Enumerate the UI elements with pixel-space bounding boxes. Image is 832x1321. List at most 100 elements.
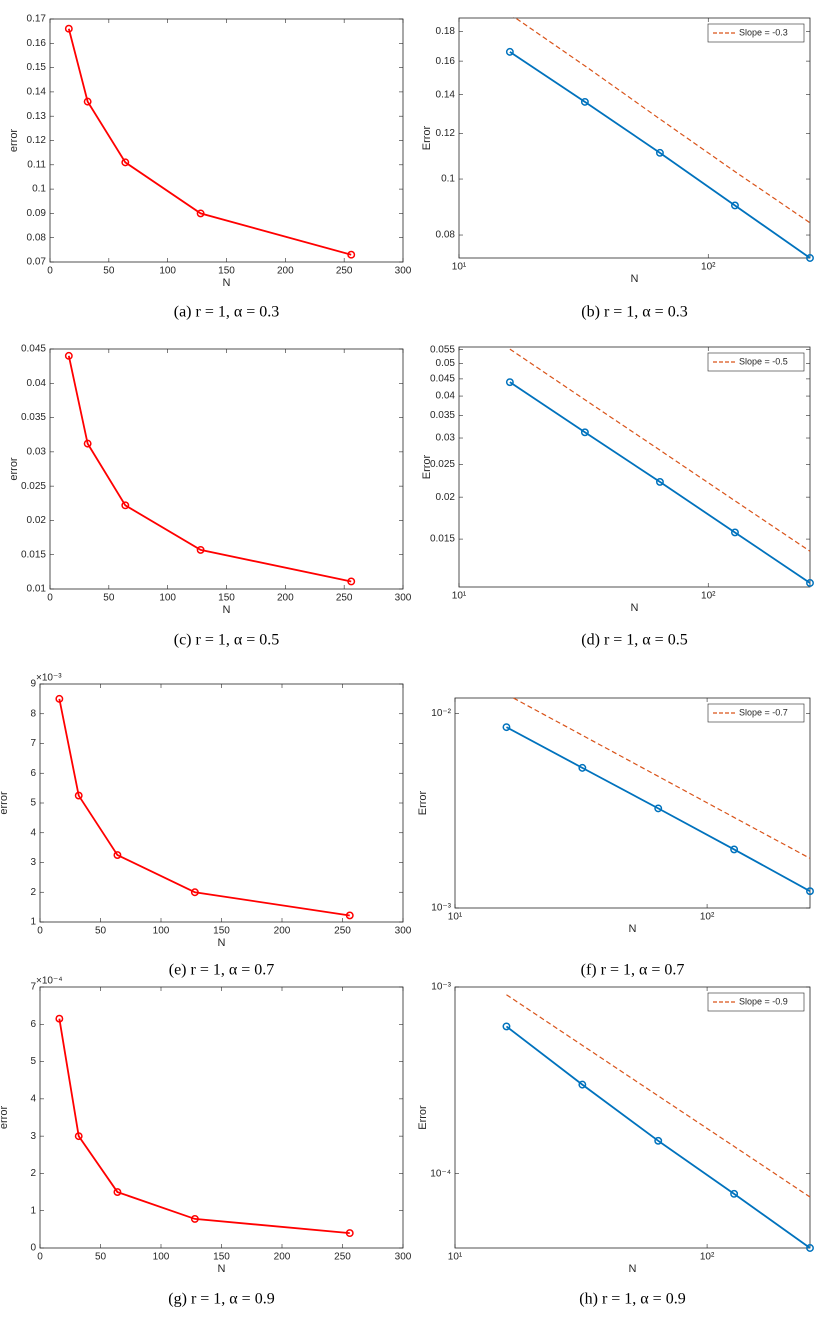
x-tick-label: 10¹ (448, 1252, 463, 1263)
y-tick-label: 0.12 (27, 135, 47, 146)
y-axis-label: error (0, 791, 10, 815)
x-axis-label: N (218, 1263, 226, 1275)
y-tick-label: 0.045 (21, 344, 46, 355)
series-line (505, 1025, 811, 1249)
x-tick-label: 100 (159, 266, 176, 277)
legend-label: Slope = -0.5 (739, 356, 788, 366)
x-axis-label: N (631, 273, 639, 285)
marker (655, 477, 664, 486)
y-tick-label: 0.14 (27, 87, 47, 98)
marker (74, 791, 83, 800)
y-tick-label: 0.025 (430, 459, 455, 470)
marker (55, 694, 64, 703)
x-axis-label: N (629, 923, 637, 935)
plot-area (39, 986, 404, 1249)
series-line (509, 348, 811, 552)
y-tick-label: 0.025 (21, 481, 46, 492)
plot-area (454, 986, 811, 1249)
y-tick-label: 0.055 (430, 344, 455, 355)
y-tick-label: 2 (30, 1168, 36, 1179)
marker (578, 1080, 587, 1089)
x-tick-label: 10² (701, 591, 716, 602)
x-axis-label: N (223, 604, 231, 616)
y-axis-label: error (0, 1106, 10, 1130)
marker (654, 1136, 663, 1145)
y-tick-label: 0.08 (27, 232, 47, 243)
plot-area (49, 348, 404, 590)
legend-label: Slope = -0.7 (739, 707, 788, 717)
x-tick-label: 0 (47, 266, 53, 277)
y-axis-label: Error (421, 125, 433, 150)
x-tick-label: 100 (153, 926, 170, 937)
y-axis-label: Error (421, 454, 433, 479)
legend-box (707, 352, 805, 372)
x-tick-label: 0 (37, 926, 43, 937)
series-line (510, 697, 811, 859)
plot-area (49, 18, 404, 263)
y-tick-label: 6 (30, 768, 36, 779)
y-axis-label: Error (417, 790, 429, 815)
x-tick-label: 150 (218, 266, 235, 277)
y-tick-label: 10⁻⁴ (430, 1168, 451, 1179)
marker (580, 428, 589, 437)
y-exponent: ×10⁻⁴ (36, 976, 63, 987)
y-tick-label: 1 (30, 917, 36, 928)
x-tick-label: 200 (277, 266, 294, 277)
y-tick-label: 5 (30, 798, 36, 809)
marker (121, 501, 130, 510)
marker (190, 1214, 199, 1223)
y-axis-label: error (8, 129, 20, 153)
y-tick-label: 0 (30, 1243, 36, 1254)
x-tick-label: 300 (395, 1252, 412, 1263)
legend-box (707, 23, 805, 43)
y-tick-label: 0.12 (436, 128, 456, 139)
marker (654, 804, 663, 813)
marker (730, 1189, 739, 1198)
x-tick-label: 300 (395, 266, 412, 277)
x-axis-label: N (218, 937, 226, 949)
x-axis-label: N (223, 277, 231, 289)
legend-label: Slope = -0.9 (739, 996, 788, 1006)
y-tick-label: 10⁻³ (431, 903, 451, 914)
y-tick-label: 5 (30, 1056, 36, 1067)
x-tick-label: 10¹ (452, 262, 467, 273)
series-line (506, 726, 811, 892)
marker (806, 254, 814, 262)
caption: (f) r = 1, α = 0.7 (581, 962, 685, 979)
x-tick-label: 50 (95, 1252, 107, 1263)
x-tick-label: 10² (700, 912, 715, 923)
y-tick-label: 0.11 (27, 159, 46, 170)
x-tick-label: 0 (47, 593, 53, 604)
x-tick-label: 300 (395, 926, 412, 937)
marker (347, 250, 356, 259)
x-tick-label: 150 (213, 926, 230, 937)
legend-box (707, 992, 805, 1012)
marker (580, 97, 589, 106)
series-line (513, 17, 811, 224)
marker (806, 887, 814, 896)
x-tick-label: 150 (213, 1252, 230, 1263)
series-line (67, 28, 352, 256)
marker (731, 528, 739, 537)
y-axis-label: Error (417, 1105, 429, 1130)
y-tick-label: 0.09 (27, 208, 47, 219)
marker (64, 24, 73, 33)
y-tick-label: 0.07 (27, 257, 47, 268)
marker (345, 1229, 354, 1238)
marker (74, 1132, 83, 1141)
y-tick-label: 0.05 (436, 358, 456, 369)
y-tick-label: 0.04 (436, 391, 456, 402)
x-tick-label: 250 (336, 593, 353, 604)
y-tick-label: 0.1 (32, 184, 46, 195)
y-tick-label: 0.045 (430, 374, 455, 385)
x-tick-label: 200 (277, 593, 294, 604)
y-tick-label: 0.02 (436, 492, 456, 503)
x-tick-label: 100 (153, 1252, 170, 1263)
y-tick-label: 0.035 (21, 412, 46, 423)
marker (64, 351, 73, 360)
marker (113, 851, 122, 860)
y-tick-label: 4 (30, 827, 36, 838)
caption: (d) r = 1, α = 0.5 (581, 632, 687, 649)
marker (806, 579, 814, 587)
x-tick-label: 250 (334, 1252, 351, 1263)
